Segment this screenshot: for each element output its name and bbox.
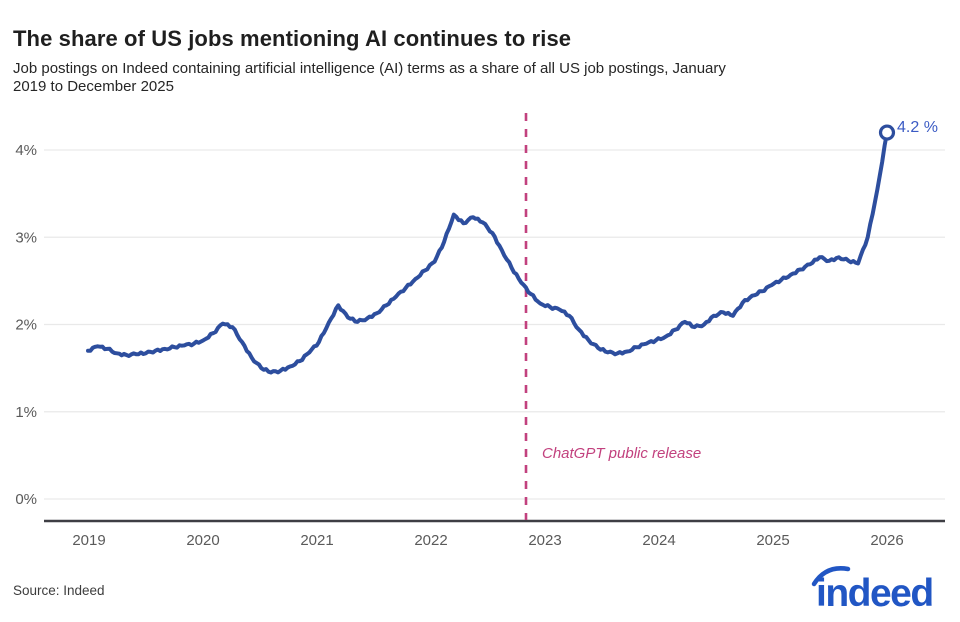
x-tick-label: 2023 (528, 532, 561, 549)
y-tick-label: 3% (15, 229, 37, 246)
chart-title: The share of US jobs mentioning AI conti… (13, 26, 572, 51)
x-tick-label: 2022 (414, 532, 447, 549)
x-tick-label: 2026 (870, 532, 903, 549)
endpoint-marker (878, 124, 896, 141)
endpoint-value-label: 4.2 % (897, 119, 938, 136)
x-tick-label: 2025 (756, 532, 789, 549)
x-tick-label: 2024 (642, 532, 675, 549)
x-tick-label: 2020 (186, 532, 219, 549)
y-tick-label: 2% (15, 317, 37, 334)
chart-subtitle: Job postings on Indeed containing artifi… (13, 60, 726, 96)
indeed-logo: indeed (811, 566, 934, 615)
y-tick-label: 4% (15, 142, 37, 159)
y-tick-label: 0% (15, 491, 37, 508)
x-tick-label: 2019 (72, 532, 105, 549)
ai-share-series-line (86, 130, 889, 375)
indeed-logo-text: indeed (816, 572, 933, 615)
x-tick-label: 2021 (300, 532, 333, 549)
y-tick-label: 1% (15, 404, 37, 421)
source-note: Source: Indeed (13, 583, 105, 598)
chatgpt-release-annotation: ChatGPT public release (542, 445, 702, 462)
indeed-logo-arc-icon (811, 566, 851, 587)
